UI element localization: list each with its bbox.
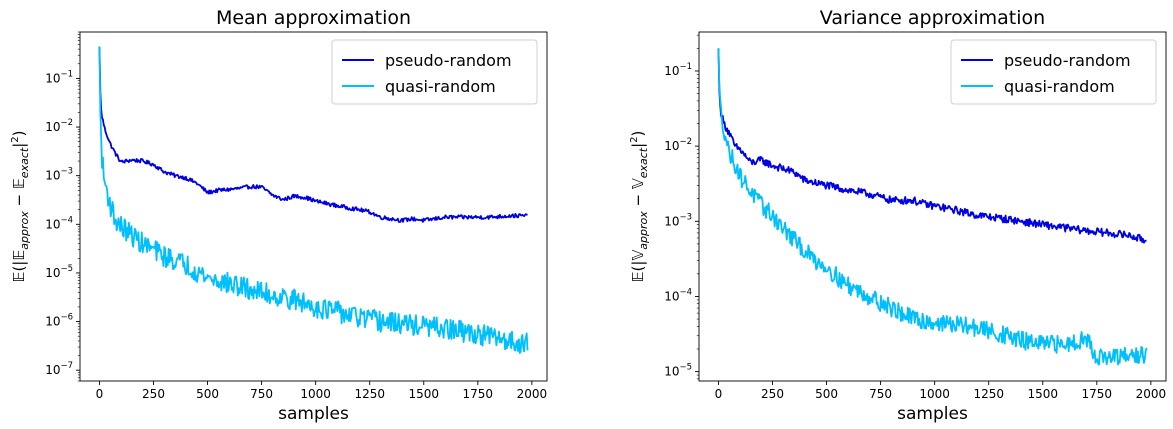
series-line-quasi-random: [98, 46, 529, 354]
y-tick-label: 10−5: [664, 363, 692, 379]
x-tick-label: 0: [715, 387, 723, 401]
x-axis-label: samples: [897, 404, 968, 424]
x-tick-label: 750: [869, 387, 892, 401]
y-tick-label: 10−3: [45, 167, 73, 183]
series-line-pseudo-random: [717, 48, 1147, 244]
series-line-quasi-random: [717, 48, 1148, 366]
x-tick-label: 500: [815, 387, 838, 401]
legend-box: [950, 39, 1157, 105]
x-tick-label: 2000: [517, 387, 548, 401]
legend: pseudo-random quasi-random: [331, 39, 538, 105]
axes-frame: [79, 31, 548, 382]
y-tick-label: 10−4: [45, 215, 73, 231]
y-tick-label: 10−6: [45, 313, 73, 329]
x-tick-label: 1250: [354, 387, 385, 401]
axes-frame: [698, 31, 1167, 382]
legend-label: pseudo-random: [1004, 51, 1131, 70]
y-tick-label: 10−1: [664, 62, 692, 78]
x-tick-label: 1750: [1082, 387, 1113, 401]
x-tick-label: 0: [96, 387, 104, 401]
x-tick-label: 500: [196, 387, 219, 401]
x-tick-label: 1000: [300, 387, 331, 401]
chart-title: Variance approximation: [820, 7, 1045, 29]
chart-title: Mean approximation: [216, 7, 411, 29]
series-line-pseudo-random: [98, 46, 528, 223]
legend: pseudo-random quasi-random: [950, 39, 1157, 105]
y-axis-label: 𝔼(|𝔼approx − 𝔼exact|2): [10, 131, 31, 283]
x-tick-label: 2000: [1136, 387, 1167, 401]
y-tick-label: 10−1: [45, 69, 73, 85]
y-tick-label: 10−5: [45, 264, 73, 280]
x-tick-label: 750: [250, 387, 273, 401]
x-tick-label: 1750: [463, 387, 494, 401]
legend-label: quasi-random: [385, 77, 496, 96]
y-tick-label: 10−4: [664, 287, 692, 303]
x-tick-label: 250: [142, 387, 165, 401]
legend-box: [331, 39, 538, 105]
x-tick-label: 1500: [408, 387, 439, 401]
y-axis-label: 𝔼(|𝕍approx − 𝕍exact|2): [629, 131, 650, 283]
x-tick-label: 1000: [919, 387, 950, 401]
y-tick-label: 10−2: [664, 137, 692, 153]
chart-panel-2: 0 250 500 750 1000 1250 1500 1750 2000 10−5 10−4 10…: [629, 7, 1167, 424]
y-tick-label: 10−3: [664, 212, 692, 228]
y-tick-label: 10−2: [45, 118, 73, 134]
x-tick-label: 250: [761, 387, 784, 401]
y-tick-label: 10−7: [45, 361, 73, 377]
legend-label: quasi-random: [1004, 77, 1115, 96]
x-axis-label: samples: [278, 404, 349, 424]
x-tick-label: 1500: [1027, 387, 1058, 401]
legend-label: pseudo-random: [385, 51, 512, 70]
chart-panel-1: 0 250 500 750 1000 1250 1500 1750 2000 10−7 10−6 10…: [10, 7, 548, 424]
x-tick-label: 1250: [973, 387, 1004, 401]
